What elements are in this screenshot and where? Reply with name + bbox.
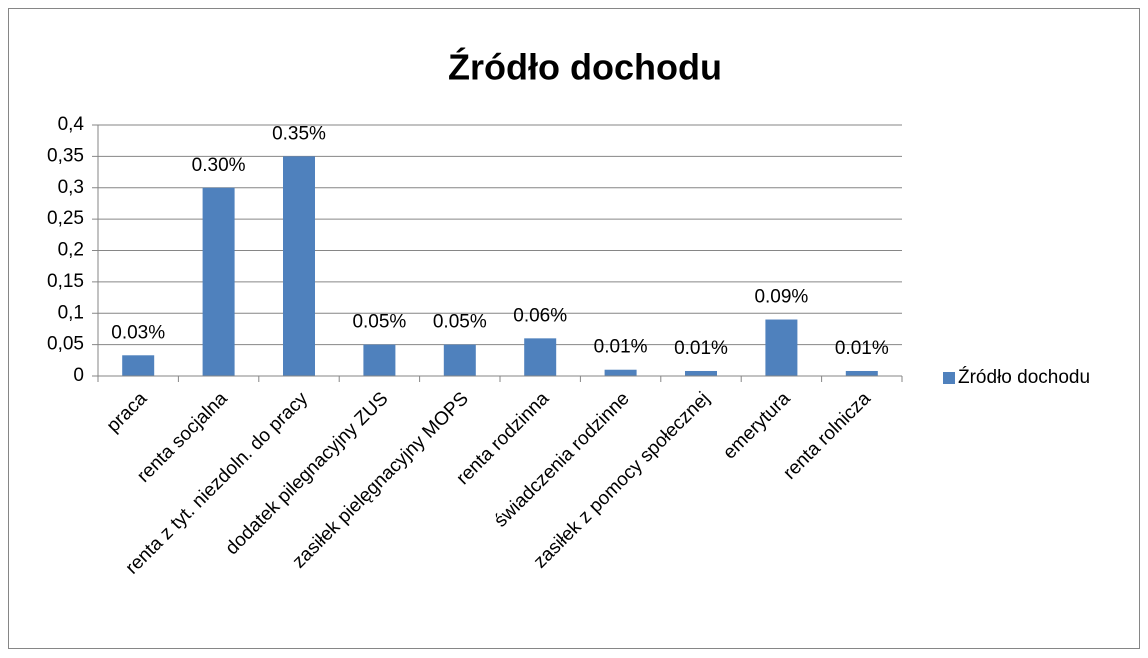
data-label: 0.01%	[674, 338, 728, 359]
bar	[845, 370, 878, 376]
chart-title: Źródło dochodu	[448, 47, 722, 88]
y-tick-label: 0,4	[58, 114, 85, 135]
data-label: 0.01%	[835, 338, 889, 359]
bar	[363, 344, 396, 376]
bar	[443, 344, 476, 376]
y-tick-label: 0	[73, 365, 84, 386]
data-label: 0.35%	[272, 123, 326, 144]
data-label: 0.05%	[433, 312, 487, 333]
y-tick-label: 0,05	[47, 334, 84, 355]
bar	[202, 187, 235, 376]
bar	[685, 370, 717, 376]
y-tick-label: 0,1	[58, 302, 84, 323]
y-tick-label: 0,35	[47, 145, 84, 166]
y-tick-label: 0,25	[47, 208, 84, 229]
data-label: 0.06%	[513, 305, 567, 326]
y-tick-label: 0,3	[58, 177, 84, 198]
y-tick-label: 0,15	[47, 271, 84, 292]
bar	[524, 338, 557, 376]
legend-label: Źródło dochodu	[958, 367, 1090, 388]
data-label: 0.05%	[352, 312, 406, 333]
y-tick-label: 0,2	[58, 240, 84, 261]
legend-swatch	[943, 372, 955, 384]
bar	[122, 355, 155, 376]
data-label: 0.03%	[111, 322, 165, 343]
bar	[604, 369, 637, 376]
bar	[765, 319, 798, 376]
data-label: 0.01%	[594, 337, 648, 358]
chart-frame	[8, 8, 1140, 649]
bar	[283, 156, 315, 376]
data-label: 0.30%	[192, 155, 246, 176]
data-label: 0.09%	[754, 287, 808, 308]
